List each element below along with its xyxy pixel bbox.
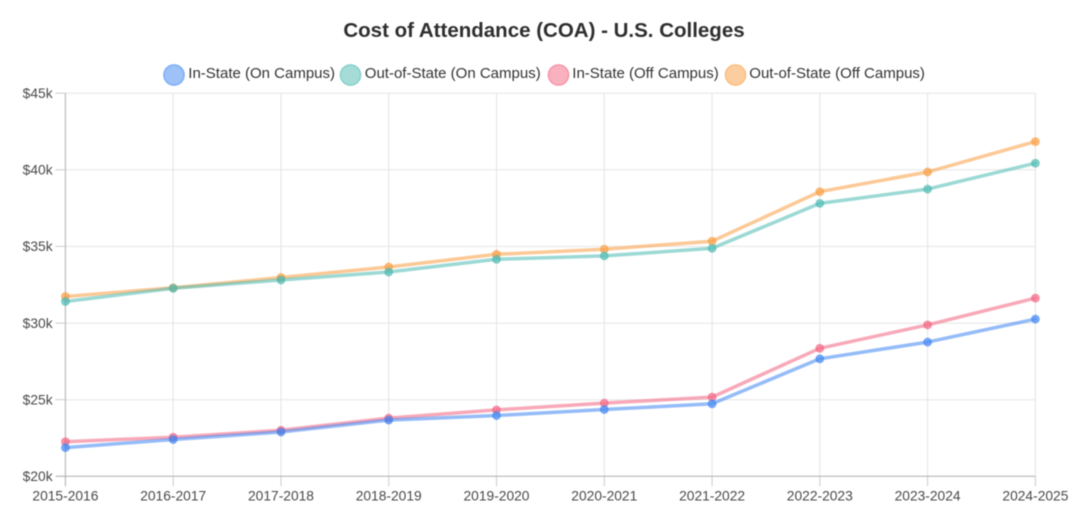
svg-text:$30k: $30k xyxy=(23,316,53,331)
svg-text:2020-2021: 2020-2021 xyxy=(571,489,637,504)
svg-text:$25k: $25k xyxy=(23,393,53,408)
svg-text:Cost of Attendance (COA) - U.S: Cost of Attendance (COA) - U.S. Colleges xyxy=(343,19,744,42)
svg-text:2017-2018: 2017-2018 xyxy=(248,489,314,504)
svg-text:$35k: $35k xyxy=(23,239,53,254)
svg-text:Out-of-State (On Campus): Out-of-State (On Campus) xyxy=(365,65,541,82)
svg-text:2015-2016: 2015-2016 xyxy=(32,489,98,504)
svg-text:2018-2019: 2018-2019 xyxy=(356,489,422,504)
svg-text:2019-2020: 2019-2020 xyxy=(464,489,530,504)
svg-text:2021-2022: 2021-2022 xyxy=(679,489,745,504)
svg-text:Out-of-State (Off Campus): Out-of-State (Off Campus) xyxy=(749,65,925,82)
svg-text:2023-2024: 2023-2024 xyxy=(895,489,961,504)
svg-text:$20k: $20k xyxy=(23,469,53,484)
svg-text:$40k: $40k xyxy=(23,163,53,178)
svg-text:$45k: $45k xyxy=(23,86,53,101)
svg-text:2024-2025: 2024-2025 xyxy=(1002,489,1068,504)
svg-text:In-State (On Campus): In-State (On Campus) xyxy=(188,65,335,82)
svg-text:2016-2017: 2016-2017 xyxy=(140,489,206,504)
svg-text:In-State (Off Campus): In-State (Off Campus) xyxy=(572,65,718,82)
svg-text:2022-2023: 2022-2023 xyxy=(787,489,853,504)
